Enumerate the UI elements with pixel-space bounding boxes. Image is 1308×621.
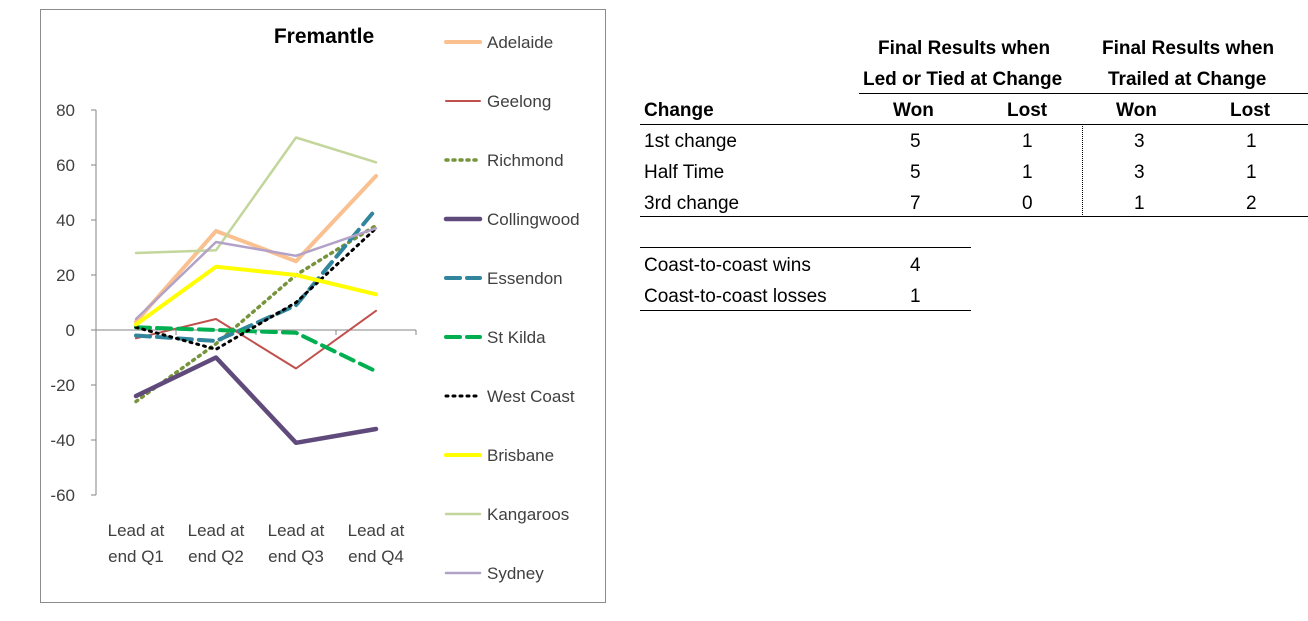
legend-label: West Coast <box>487 387 575 406</box>
x-tick-label: Lead at end Q4 <box>348 521 405 566</box>
row-label: 1st change <box>644 131 737 152</box>
row-label: 3rd change <box>644 193 740 214</box>
group-divider <box>1082 126 1083 215</box>
coast-bottom-rule <box>640 310 971 311</box>
series-line-brisbane <box>134 264 378 327</box>
series-line-adelaide <box>134 174 378 324</box>
series-line-kangaroos <box>134 136 378 255</box>
legend-label: Geelong <box>487 92 551 111</box>
series-line-st-kilda <box>134 325 378 374</box>
led-lost-value: 1 <box>1022 131 1033 152</box>
coast-wins-label: Coast-to-coast wins <box>644 255 811 276</box>
legend-label: Collingwood <box>487 210 580 229</box>
legend-label: Kangaroos <box>487 505 569 524</box>
y-tick-label: 20 <box>56 266 75 285</box>
series-line-essendon <box>134 207 378 343</box>
y-tick-label: 80 <box>56 101 75 120</box>
coast-top-rule <box>640 247 971 248</box>
series-line-collingwood <box>133 355 379 446</box>
column-header-led-lost: Lost <box>1007 100 1048 121</box>
series-line-geelong <box>135 309 377 370</box>
group2-header-line1: Final Results when <box>1102 38 1275 59</box>
trailed-won-value: 3 <box>1134 162 1145 183</box>
led-won-value: 7 <box>910 193 921 214</box>
coast-wins-value: 4 <box>910 255 921 276</box>
table-bottom-rule <box>640 216 1308 217</box>
led-lost-value: 1 <box>1022 162 1033 183</box>
trailed-lost-value: 1 <box>1246 162 1257 183</box>
y-tick-label: 60 <box>56 156 75 175</box>
column-header-led-won: Won <box>893 100 934 121</box>
trailed-won-value: 1 <box>1134 193 1145 214</box>
group1-header-line2: Led or Tied at Change <box>863 69 1063 90</box>
y-tick-label: 0 <box>66 321 75 340</box>
coast-losses-label: Coast-to-coast losses <box>644 286 827 307</box>
y-tick-label: -20 <box>50 376 75 395</box>
legend-label: Adelaide <box>487 33 553 52</box>
series-line-sydney <box>134 227 378 321</box>
legend-label: Essendon <box>487 269 563 288</box>
led-won-value: 5 <box>910 162 921 183</box>
y-tick-label: 40 <box>56 211 75 230</box>
row-label: Half Time <box>644 162 725 183</box>
group2-header-line2: Trailed at Change <box>1108 69 1267 90</box>
column-header-trailed-lost: Lost <box>1230 100 1271 121</box>
y-tick-label: -60 <box>50 486 75 505</box>
column-header-rule <box>640 124 1308 125</box>
column-header-trailed-won: Won <box>1116 100 1157 121</box>
coast-losses-value: 1 <box>910 286 921 307</box>
trailed-won-value: 3 <box>1134 131 1145 152</box>
trailed-lost-value: 1 <box>1246 131 1257 152</box>
x-tick-label: Lead at end Q2 <box>188 521 245 566</box>
legend-label: Sydney <box>487 564 544 583</box>
x-tick-label: Lead at end Q3 <box>268 521 325 566</box>
legend-label: St Kilda <box>487 328 546 347</box>
series-line-west-coast <box>134 226 378 351</box>
line-chart: Fremantle 80 60 40 20 0 -20 -40 -60 Lead at end Q1… <box>50 25 580 583</box>
led-won-value: 5 <box>910 131 921 152</box>
chart-title: Fremantle <box>274 25 374 48</box>
y-tick-label: -40 <box>50 431 75 450</box>
group-header-rule <box>859 93 1308 94</box>
group1-header-line1: Final Results when <box>878 38 1051 59</box>
legend-label: Brisbane <box>487 446 554 465</box>
series-line-richmond <box>134 223 378 404</box>
chart-container: Fremantle 80 60 40 20 0 -20 -40 -60 Lead at end Q1… <box>40 9 606 603</box>
column-header-change: Change <box>644 100 714 121</box>
legend-label: Richmond <box>487 151 564 170</box>
trailed-lost-value: 2 <box>1246 193 1257 214</box>
led-lost-value: 0 <box>1022 193 1033 214</box>
x-tick-label: Lead at end Q1 <box>108 521 165 566</box>
